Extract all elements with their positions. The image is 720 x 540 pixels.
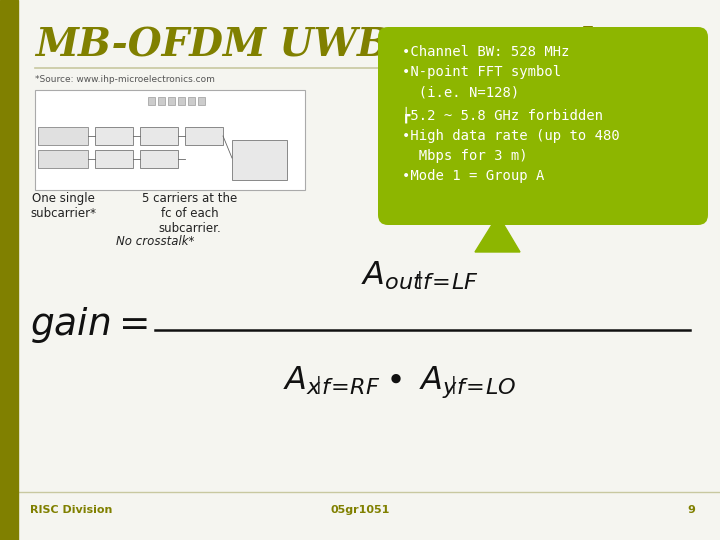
Bar [0,0,18,540]
Text: *Source: www.ihp-microelectronics.com: *Source: www.ihp-microelectronics.com [35,76,215,84]
Bar [148,97,155,105]
Bar [188,97,195,105]
Bar [95,127,133,145]
Text: $\mathit{A}_x\!\left|_{f\!=\!RF}\right. \bullet\; \mathit{A}_y\!\left|_{f\!=\!LO: $\mathit{A}_x\!\left|_{f\!=\!RF}\right. … [284,365,517,401]
Polygon shape [475,215,520,252]
Bar [35,90,305,190]
Bar [178,97,185,105]
Bar [168,97,175,105]
Bar [198,97,205,105]
Text: One single
subcarrier*: One single subcarrier* [30,192,96,220]
Bar [38,150,88,168]
Bar [140,127,178,145]
Bar [95,150,133,168]
Bar [140,150,178,168]
Bar [158,97,165,105]
Text: 9: 9 [687,505,695,515]
Text: $\mathit{gain} =$: $\mathit{gain} =$ [30,305,148,345]
Text: MB-OFDM UWB Proposal: MB-OFDM UWB Proposal [35,26,594,64]
Text: No crosstalk*: No crosstalk* [116,235,194,248]
Bar [38,127,88,145]
Text: •Channel BW: 528 MHz
•N-point FFT symbol
  (i.e. N=128)
┢5.2 ~ 5.8 GHz forbidden: •Channel BW: 528 MHz •N-point FFT symbol… [402,45,620,183]
FancyBboxPatch shape [378,27,708,225]
Text: $\mathit{A}_{out}\!\left|_{f\!=\!LF}\right.$: $\mathit{A}_{out}\!\left|_{f\!=\!LF}\rig… [361,260,479,292]
Bar [232,140,287,180]
Text: RISC Division: RISC Division [30,505,112,515]
Bar [185,127,223,145]
Text: 5 carriers at the
fc of each
subcarrier.: 5 carriers at the fc of each subcarrier. [143,192,238,235]
Text: 05gr1051: 05gr1051 [330,505,390,515]
